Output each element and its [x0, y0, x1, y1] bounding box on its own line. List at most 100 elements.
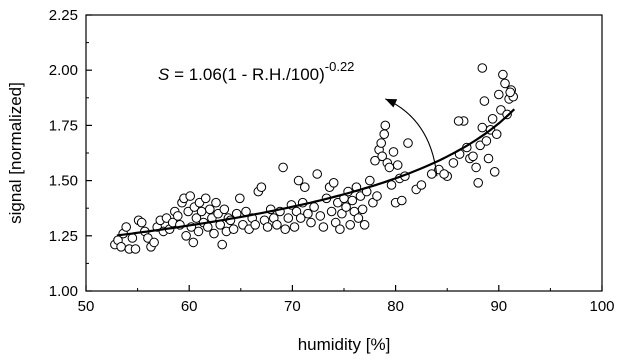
data-point — [365, 175, 375, 186]
x-tick-label: 50 — [78, 298, 95, 315]
data-point — [426, 169, 437, 179]
data-point — [211, 197, 221, 208]
data-point — [272, 220, 282, 230]
fit-curve — [116, 108, 516, 237]
data-point — [196, 206, 207, 217]
data-point — [300, 182, 310, 192]
data-point — [312, 169, 323, 179]
data-point — [489, 167, 500, 177]
data-points — [110, 63, 519, 254]
data-point — [306, 217, 316, 228]
data-point — [357, 204, 368, 215]
plot-area — [110, 63, 519, 254]
data-point — [318, 222, 329, 232]
data-point — [392, 160, 403, 170]
data-point — [384, 162, 395, 173]
data-point — [283, 213, 294, 223]
data-point — [353, 213, 364, 223]
data-point — [219, 204, 230, 215]
data-point — [505, 87, 516, 98]
data-point — [295, 213, 306, 223]
data-point — [205, 204, 215, 215]
y-tick-label: 1.00 — [49, 283, 78, 300]
data-point — [149, 237, 159, 248]
data-point — [116, 242, 126, 252]
data-point — [280, 224, 291, 234]
data-point — [130, 244, 141, 254]
data-point — [372, 191, 382, 201]
data-point — [250, 220, 260, 230]
data-point — [341, 202, 351, 212]
data-point — [293, 175, 304, 186]
y-axis-ticks: 1.00 1.25 1.50 1.75 2.00 2.25 — [49, 7, 92, 300]
data-point — [439, 169, 449, 179]
data-point — [468, 151, 478, 162]
y-tick-label: 1.75 — [49, 117, 78, 134]
data-point — [500, 78, 510, 89]
data-point — [403, 138, 413, 148]
equation-exponent: -0.22 — [325, 59, 355, 74]
data-point — [303, 208, 313, 219]
y-tick-label: 2.00 — [49, 62, 78, 79]
data-point — [376, 138, 387, 148]
data-point — [278, 162, 288, 173]
data-point — [217, 239, 227, 250]
data-point — [481, 136, 492, 146]
data-point — [181, 231, 191, 241]
data-point — [191, 213, 202, 223]
data-point — [370, 155, 380, 166]
data-point — [309, 202, 319, 212]
data-point — [188, 237, 199, 248]
data-point — [228, 224, 239, 234]
data-point — [397, 195, 407, 206]
y-tick-label: 1.25 — [49, 228, 78, 245]
data-point — [121, 222, 131, 232]
fit-equation: S = 1.06(1 - R.H./100)-0.22 — [158, 59, 354, 84]
data-point — [347, 195, 358, 206]
x-axis-ticks: 50 60 70 80 90 100 — [78, 285, 615, 315]
data-point — [494, 89, 504, 100]
y-tick-label: 1.50 — [49, 173, 78, 190]
x-tick-label: 60 — [181, 298, 198, 315]
x-tick-label: 100 — [589, 298, 614, 315]
data-point — [386, 180, 397, 190]
y-tick-label: 2.25 — [49, 7, 78, 24]
data-point — [471, 162, 481, 173]
data-point — [193, 226, 204, 237]
data-point — [477, 122, 488, 133]
data-point — [483, 153, 494, 164]
data-point — [345, 220, 356, 230]
data-point — [477, 63, 488, 73]
data-point — [315, 211, 326, 221]
data-point — [453, 116, 464, 126]
data-point — [173, 211, 183, 221]
data-point — [136, 217, 147, 228]
data-point — [335, 224, 345, 234]
data-point — [326, 206, 337, 217]
fit-equation-annotation: S = 1.06(1 - R.H./100)-0.22 — [158, 59, 438, 177]
data-point — [491, 129, 502, 139]
data-point — [473, 178, 484, 188]
data-point — [328, 178, 339, 188]
annotation-arrowhead — [385, 98, 398, 108]
y-axis-title: signal [normalized] — [6, 82, 25, 224]
data-point — [256, 182, 267, 192]
data-point — [448, 158, 459, 168]
x-tick-label: 80 — [387, 298, 404, 315]
equation-body: = 1.06(1 - R.H./100) — [169, 65, 324, 84]
data-point — [377, 151, 388, 162]
data-point — [262, 222, 273, 232]
data-point — [209, 228, 219, 239]
data-point — [380, 120, 391, 131]
data-point — [185, 191, 195, 201]
data-point — [359, 220, 370, 230]
data-point — [200, 193, 211, 204]
x-axis-title: humidity [%] — [298, 335, 391, 354]
equation-variable: S — [158, 65, 170, 84]
data-point — [289, 222, 300, 232]
data-point — [235, 193, 245, 204]
data-point — [479, 96, 490, 106]
x-tick-label: 70 — [284, 298, 301, 315]
